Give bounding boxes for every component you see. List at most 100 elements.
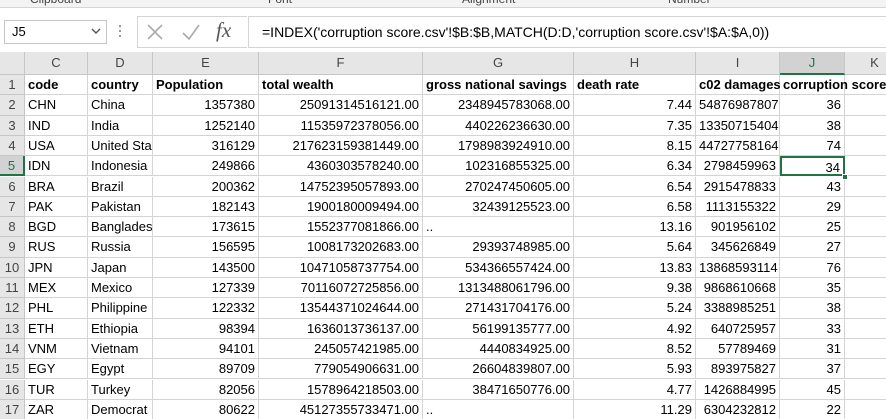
cell[interactable]: 5.93 (574, 359, 696, 380)
insert-function-button[interactable]: fx (216, 18, 232, 42)
cell[interactable] (845, 319, 886, 339)
row-header[interactable]: 13 (0, 318, 25, 339)
cell[interactable]: 2348945783068.00 (423, 95, 574, 116)
cell[interactable]: 35 (780, 278, 845, 299)
cell[interactable]: 1900180009494.00 (259, 196, 423, 218)
cell[interactable]: 13544371024644.00 (259, 298, 423, 319)
cell[interactable]: 316129 (153, 135, 259, 157)
row-header[interactable]: 1 (0, 75, 25, 96)
cell[interactable]: 10471058737754.00 (259, 257, 423, 278)
cell[interactable]: 156595 (153, 237, 259, 258)
cell[interactable]: Indonesia (88, 156, 153, 177)
cell[interactable]: Japan (88, 257, 153, 278)
cell[interactable]: RUS (25, 237, 88, 258)
cell[interactable] (845, 298, 886, 319)
cell[interactable]: 26604839807.00 (423, 359, 574, 380)
cell[interactable] (845, 339, 886, 360)
cell[interactable]: 5.24 (574, 298, 696, 319)
cancel-button[interactable] (146, 23, 164, 41)
cell[interactable]: 22 (780, 399, 845, 419)
row-header[interactable]: 3 (0, 115, 25, 136)
cell[interactable]: IND (25, 115, 88, 136)
cell[interactable]: 74 (780, 135, 845, 157)
row-header[interactable]: 6 (0, 176, 25, 197)
cell[interactable]: 122332 (153, 298, 259, 319)
cell[interactable]: China (88, 95, 153, 116)
row-header[interactable]: 9 (0, 237, 25, 258)
cell[interactable]: 94101 (153, 338, 259, 360)
cell[interactable]: 901956102 (696, 217, 780, 238)
cell[interactable]: 249866 (153, 156, 259, 177)
cell[interactable]: 32439125523.00 (423, 196, 574, 218)
row-header[interactable]: 16 (0, 379, 25, 400)
cell[interactable]: 7.35 (574, 115, 696, 136)
cell[interactable]: Vietnam (88, 338, 153, 360)
name-box[interactable]: J5 (4, 20, 107, 44)
cell[interactable]: Brazil (88, 176, 153, 197)
cell[interactable]: 6.58 (574, 196, 696, 218)
cell[interactable]: 13868593114 (696, 257, 780, 278)
cell[interactable]: 38 (780, 115, 845, 136)
cell[interactable]: 80622 (153, 399, 259, 419)
cell[interactable]: 43 (780, 176, 845, 197)
column-title-cell[interactable]: total wealth (259, 75, 423, 96)
column-header[interactable]: D (88, 52, 153, 75)
cell[interactable]: 270247450605.00 (423, 176, 574, 197)
cell[interactable]: 9.38 (574, 278, 696, 299)
cell[interactable]: 13.83 (574, 257, 696, 278)
cell[interactable]: EGY (25, 359, 88, 380)
cell[interactable]: BGD (25, 217, 88, 238)
select-all[interactable] (0, 52, 25, 75)
cell[interactable]: 4360303578240.00 (259, 156, 423, 177)
column-title-cell[interactable]: c02 damages (696, 75, 781, 96)
cell[interactable]: 893975827 (696, 359, 780, 380)
row-header[interactable]: 17 (0, 399, 25, 419)
cell[interactable]: 4440834925.00 (423, 338, 574, 360)
cell[interactable]: 102316855325.00 (423, 156, 574, 177)
column-title-cell[interactable]: Population (153, 75, 259, 96)
cell[interactable]: 29 (780, 196, 845, 218)
column-header[interactable]: K (845, 52, 886, 75)
cell[interactable]: 4.77 (574, 379, 696, 400)
cell[interactable] (845, 237, 886, 258)
cell[interactable]: 1552377081866.00 (259, 217, 423, 238)
cell[interactable] (845, 380, 886, 400)
cell[interactable] (845, 359, 886, 380)
row-header[interactable]: 11 (0, 278, 25, 299)
cell[interactable]: 245057421985.00 (259, 338, 423, 360)
cell[interactable]: Pakistan (88, 196, 153, 218)
cell[interactable]: 640725957 (696, 318, 780, 339)
cell[interactable]: 14752395057893.00 (259, 176, 423, 197)
cell[interactable]: 345626849 (696, 237, 780, 258)
cell[interactable]: Mexico (88, 278, 153, 299)
cell[interactable]: Philippine (88, 298, 153, 319)
cell[interactable] (845, 197, 886, 218)
cell[interactable]: 38 (780, 298, 845, 319)
cell[interactable]: 54876987807 (696, 95, 780, 116)
cell[interactable]: India (88, 115, 153, 136)
cell[interactable] (845, 116, 886, 136)
cell[interactable]: 6.54 (574, 176, 696, 197)
cell[interactable]: 44727758164 (696, 135, 780, 157)
column-title-cell[interactable]: gross national savings (423, 75, 574, 96)
cell[interactable]: 29393748985.00 (423, 237, 574, 258)
cell[interactable]: 2798459963 (696, 156, 780, 177)
cell[interactable]: VNM (25, 338, 88, 360)
cell[interactable]: 7.44 (574, 95, 696, 116)
column-header[interactable]: I (696, 52, 780, 75)
cell[interactable]: 56199135777.00 (423, 318, 574, 339)
cell[interactable]: 45 (780, 379, 845, 400)
cell[interactable]: 98394 (153, 318, 259, 339)
row-header[interactable]: 7 (0, 196, 25, 218)
row-header[interactable]: 14 (0, 338, 25, 360)
cell[interactable]: 143500 (153, 257, 259, 278)
cell[interactable]: BRA (25, 176, 88, 197)
cell[interactable]: 440226236630.00 (423, 115, 574, 136)
column-header[interactable]: C (25, 52, 88, 75)
cell[interactable]: 33 (780, 318, 845, 339)
cell[interactable]: 127339 (153, 278, 259, 299)
cell[interactable] (845, 400, 886, 419)
column-title-cell[interactable]: code (25, 75, 88, 96)
cell[interactable]: .. (423, 399, 574, 419)
fill-handle[interactable] (842, 173, 848, 180)
